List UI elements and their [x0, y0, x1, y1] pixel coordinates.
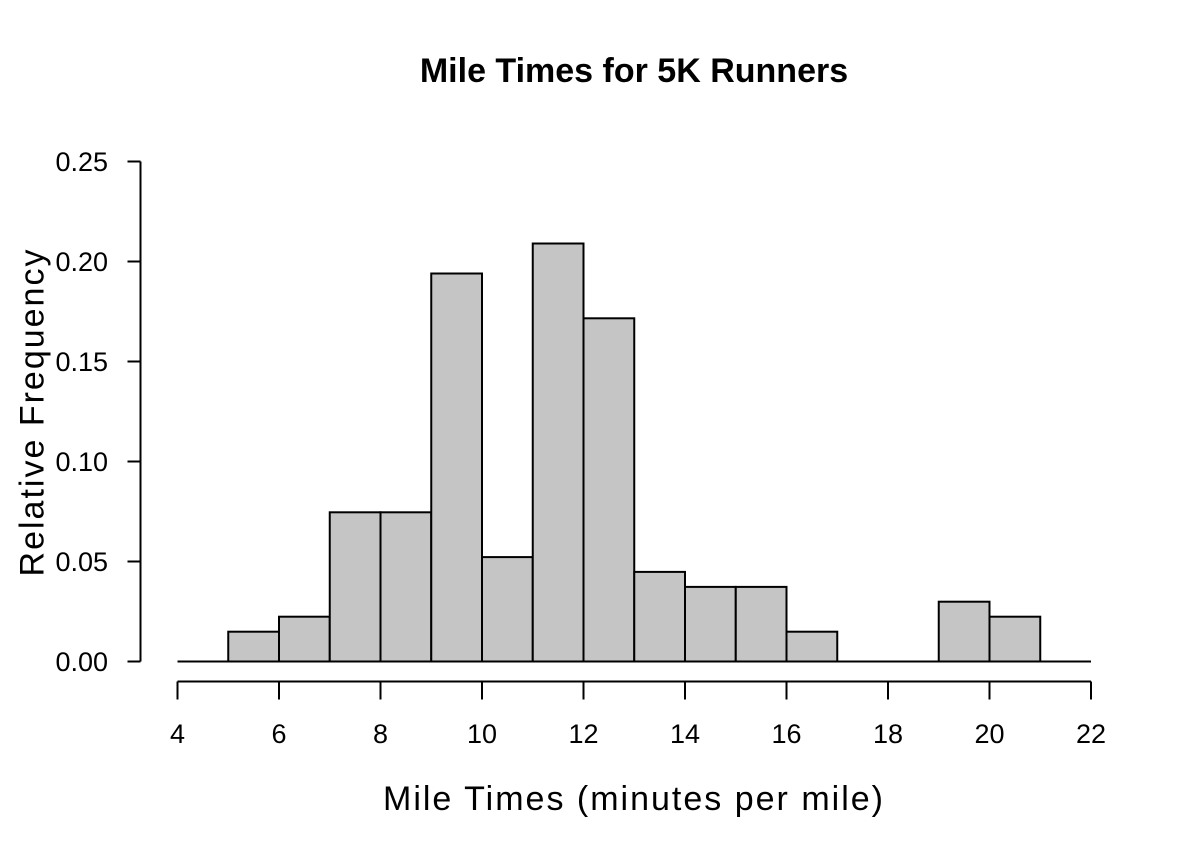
x-axis-label: Mile Times (minutes per mile) — [383, 780, 885, 818]
x-tick-label: 16 — [771, 719, 801, 749]
x-tick-label: 6 — [271, 719, 286, 749]
histogram-bar — [633, 570, 686, 663]
x-tick-label: 10 — [467, 719, 497, 749]
histogram-bar — [684, 585, 737, 663]
histogram-bar — [988, 615, 1042, 663]
y-tick-label: 0.00 — [55, 647, 108, 677]
histogram-bar — [734, 585, 788, 663]
histogram-bar — [278, 615, 331, 663]
histogram-bar — [582, 317, 636, 663]
histogram-bar — [430, 272, 483, 663]
histogram-bar — [328, 511, 382, 663]
y-tick-label: 0.05 — [55, 547, 108, 577]
x-tick-label: 22 — [1076, 719, 1106, 749]
histogram-bar — [481, 556, 534, 663]
x-tick-label: 12 — [568, 719, 598, 749]
histogram-bar — [785, 630, 839, 663]
histogram-bar — [379, 511, 433, 663]
y-tick-label: 0.10 — [55, 447, 108, 477]
x-tick-label: 14 — [670, 719, 700, 749]
x-tick-label: 20 — [974, 719, 1004, 749]
chart-title: Mile Times for 5K Runners — [419, 52, 849, 90]
y-tick-label: 0.15 — [55, 347, 108, 377]
histogram-bar — [531, 242, 585, 663]
histogram-bar — [937, 600, 991, 663]
histogram-bar — [227, 630, 280, 663]
x-tick-label: 4 — [170, 719, 185, 749]
y-tick-label: 0.20 — [55, 247, 108, 277]
x-tick-label: 8 — [373, 719, 388, 749]
x-tick-label: 18 — [873, 719, 903, 749]
y-tick-label: 0.25 — [55, 147, 108, 177]
